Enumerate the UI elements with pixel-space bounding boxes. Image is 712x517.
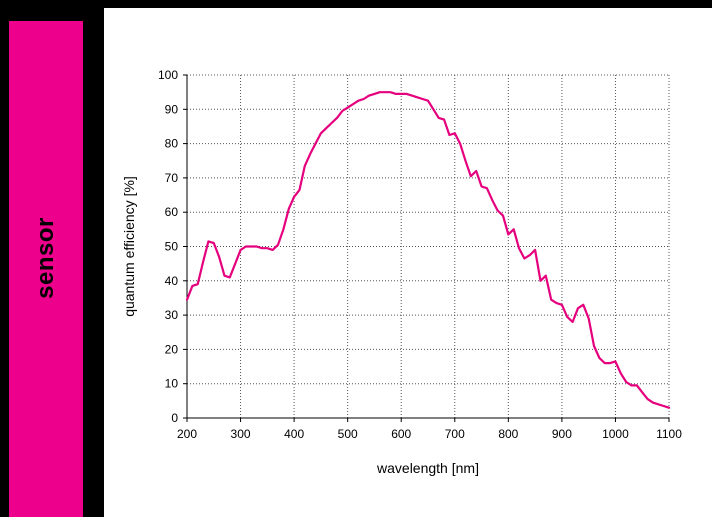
y-tick-label: 50 [165,240,179,254]
x-axis-label: wavelength [nm] [376,460,479,476]
y-tick-label: 30 [165,308,179,322]
sidebar-accent-band [9,21,83,517]
series-line-quantum-efficiency [185,91,671,409]
x-tick-labels: 200 300 400 500 600 700 800 900 1000 1100 [177,427,682,441]
y-tick-label: 10 [165,377,179,391]
y-tick-label: 0 [171,411,178,425]
chart-axes [183,74,670,422]
x-tick-label: 700 [445,427,465,441]
y-tick-label: 80 [165,137,179,151]
y-tick-label: 70 [165,171,179,185]
chart-series [185,91,671,409]
y-tick-label: 60 [165,205,179,219]
y-tick-label: 90 [165,102,179,116]
chart-panel: 200 300 400 500 600 700 800 900 1000 1100 0 10 20 30… [104,8,712,517]
sidebar-label: sensor [32,217,59,299]
x-tick-label: 200 [177,427,197,441]
y-tick-labels: 0 10 20 30 40 50 60 70 80 90 100 [158,68,178,425]
sidebar: sensor [0,0,83,517]
y-axis-label: quantum efficiency [%] [121,176,137,317]
x-tick-label: 600 [391,427,411,441]
chart-grid [187,74,670,418]
y-tick-label: 20 [165,342,179,356]
x-tick-label: 1000 [602,427,629,441]
x-tick-label: 300 [231,427,251,441]
x-tick-label: 800 [498,427,518,441]
x-tick-label: 400 [284,427,304,441]
x-tick-label: 1100 [656,427,682,441]
x-tick-label: 500 [338,427,358,441]
x-tick-label: 900 [552,427,572,441]
quantum-efficiency-chart: 200 300 400 500 600 700 800 900 1000 1100 0 10 20 30… [121,68,682,476]
y-tick-label: 40 [165,274,179,288]
y-tick-label: 100 [158,68,178,82]
